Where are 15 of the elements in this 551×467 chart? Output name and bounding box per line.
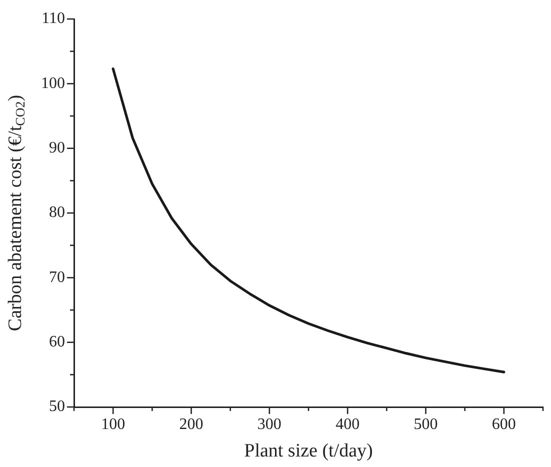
y-tick-label: 70 (49, 268, 65, 286)
y-tick-label: 50 (49, 398, 65, 416)
y-tick-label: 60 (49, 334, 65, 351)
y-tick-label: 80 (49, 204, 65, 222)
y-tick-label: 100 (41, 74, 65, 92)
y-axis-title: Carbon abatement cost (€/tCO2) (4, 94, 28, 332)
y-tick-label: 90 (49, 140, 65, 157)
x-tick-label: 200 (179, 416, 204, 433)
x-tick-label: 500 (414, 416, 438, 433)
x-tick-label: 400 (336, 416, 360, 433)
x-tick-label: 100 (101, 416, 126, 433)
x-tick-label: 600 (492, 416, 516, 433)
x-tick-label: 300 (257, 416, 282, 433)
x-axis-title: Plant size (t/day) (244, 440, 373, 462)
y-tick-label: 110 (42, 10, 65, 28)
